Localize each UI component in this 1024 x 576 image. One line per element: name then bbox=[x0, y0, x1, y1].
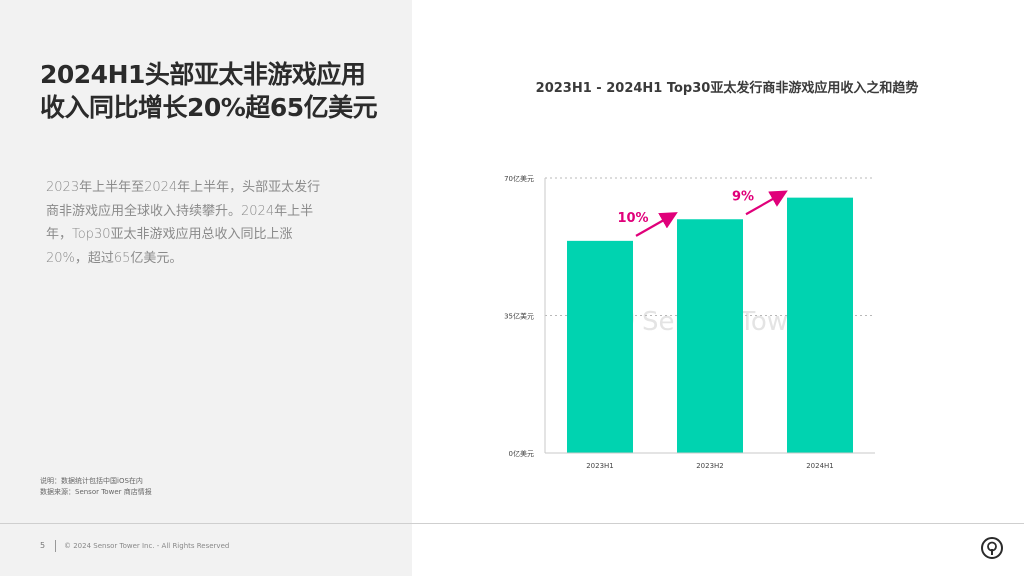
growth-arrow bbox=[745, 190, 788, 216]
body-line-1: 2023年上半年至2024年上半年，头部亚太发行 bbox=[46, 180, 321, 195]
headline-line-1: 2024H1头部亚太非游戏应用 bbox=[40, 60, 366, 89]
y-tick-label: 70亿美元 bbox=[504, 174, 534, 183]
bar-2023H2 bbox=[677, 219, 743, 453]
growth-label: 10% bbox=[617, 211, 648, 226]
headline: 2024H1头部亚太非游戏应用 收入同比增长20%超65亿美元 bbox=[40, 58, 400, 124]
growth-label: 9% bbox=[732, 189, 754, 204]
footer-divider bbox=[0, 523, 1024, 524]
bar-2023H1 bbox=[567, 240, 633, 453]
body-text: 2023年上半年至2024年上半年，头部亚太发行 商非游戏应用全球收入持续攀升。… bbox=[46, 176, 356, 270]
body-line-4: 20%，超过65亿美元。 bbox=[46, 250, 183, 266]
notes: 说明：数据统计包括中国iOS在内 数据来源：Sensor Tower 商店情报 bbox=[40, 476, 152, 498]
body-line-2: 商非游戏应用全球收入持续攀升。2024年上半 bbox=[46, 203, 314, 219]
x-tick-label: 2024H1 bbox=[806, 462, 834, 470]
copyright: © 2024 Sensor Tower Inc. - All Rights Re… bbox=[64, 542, 230, 550]
source-text: 数据来源：Sensor Tower 商店情报 bbox=[40, 488, 152, 496]
bar-2024H1 bbox=[787, 197, 853, 453]
sensor-tower-logo-icon bbox=[981, 537, 1003, 559]
x-tick-label: 2023H2 bbox=[696, 462, 724, 470]
growth-arrow bbox=[635, 212, 678, 237]
body-line-3: 年，Top30亚太非游戏应用总收入同比上涨 bbox=[46, 227, 293, 242]
headline-line-2: 收入同比增长20%超65亿美元 bbox=[40, 93, 378, 122]
y-tick-label: 0亿美元 bbox=[509, 449, 534, 458]
note-text: 说明：数据统计包括中国iOS在内 bbox=[40, 477, 143, 485]
footer-separator bbox=[55, 540, 56, 552]
page-number: 5 bbox=[40, 541, 46, 550]
y-tick-label: 35亿美元 bbox=[504, 312, 534, 321]
left-panel: 2024H1头部亚太非游戏应用 收入同比增长20%超65亿美元 2023年上半年… bbox=[0, 0, 412, 576]
x-tick-label: 2023H1 bbox=[586, 462, 614, 470]
bar-chart: Sensor Tower 0亿美元35亿美元70亿美元2023H12023H22… bbox=[504, 174, 875, 470]
chart-title: 2023H1 - 2024H1 Top30亚太发行商非游戏应用收入之和趋势 bbox=[535, 81, 919, 96]
